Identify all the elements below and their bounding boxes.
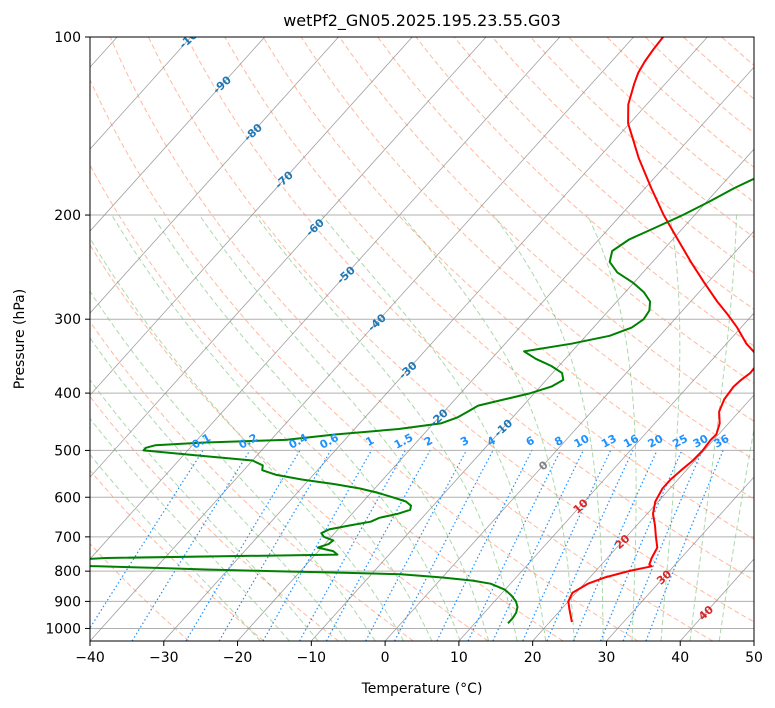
x-tick-label: 10 bbox=[450, 650, 468, 666]
dewpoint-profile bbox=[90, 177, 754, 624]
moist-adiabat bbox=[151, 214, 461, 641]
x-tick-label: 0 bbox=[381, 650, 390, 666]
dry-adiabat bbox=[90, 469, 265, 641]
isotherm-gridline bbox=[311, 148, 754, 641]
dry-adiabat bbox=[262, 37, 754, 500]
moist-adiabat bbox=[90, 417, 290, 641]
y-tick-label: 800 bbox=[54, 564, 81, 580]
mixing-ratio-line bbox=[436, 450, 533, 641]
mixing-ratio-line bbox=[645, 450, 724, 641]
y-tick-label: 300 bbox=[54, 312, 81, 328]
moist-adiabat bbox=[689, 214, 737, 641]
dry-adiabat bbox=[147, 37, 754, 623]
moist-adiabat bbox=[586, 214, 637, 641]
background-lines bbox=[90, 37, 754, 641]
moist-adiabat bbox=[401, 214, 575, 641]
mixing-ratio-line bbox=[546, 450, 634, 641]
dry-adiabat bbox=[453, 37, 754, 310]
moist-adiabat bbox=[111, 214, 433, 641]
mixing-ratio-line bbox=[90, 450, 204, 630]
x-tick-label: −20 bbox=[223, 650, 253, 666]
y-tick-label: 500 bbox=[54, 443, 81, 459]
mixing-ratio-label: 25 bbox=[670, 432, 690, 451]
x-tick-label: −40 bbox=[75, 650, 105, 666]
mixing-ratio-line bbox=[131, 450, 251, 641]
isotherm-gridline bbox=[90, 37, 266, 232]
x-axis-title: Temperature (°C) bbox=[361, 681, 483, 697]
x-tick-label: 40 bbox=[671, 650, 689, 666]
dry-adiabat bbox=[90, 78, 639, 641]
mixing-ratio-label: 10 bbox=[572, 432, 592, 451]
dry-adiabat bbox=[109, 37, 713, 641]
moist-adiabat bbox=[90, 453, 261, 641]
isotherm-gridline bbox=[90, 37, 561, 560]
mixing-ratio-label: 13 bbox=[599, 432, 619, 451]
moist-adiabat bbox=[254, 214, 518, 641]
y-tick-label: 700 bbox=[54, 530, 81, 546]
dry-adiabat bbox=[90, 163, 564, 641]
moist-adiabat bbox=[90, 337, 348, 641]
mixing-ratio-line bbox=[600, 450, 683, 641]
x-tick-label: 30 bbox=[598, 650, 616, 666]
y-tick-label: 900 bbox=[54, 594, 81, 610]
chart-title: wetPf2_GN05.2025.195.23.55.G03 bbox=[283, 11, 561, 31]
mixing-ratio-label: 30 bbox=[691, 432, 711, 451]
mixing-ratio-label: 36 bbox=[712, 432, 732, 451]
dry-adiabat bbox=[338, 37, 754, 422]
isotherm-gridline bbox=[90, 37, 634, 641]
x-tick-label: −30 bbox=[149, 650, 179, 666]
plot-frame bbox=[89, 36, 755, 642]
mixing-ratio-label: 20 bbox=[646, 432, 666, 451]
moist-adiabat bbox=[321, 214, 547, 641]
isotherm-gridline bbox=[90, 37, 192, 150]
y-tick-label: 400 bbox=[54, 386, 81, 402]
dry-adiabat bbox=[186, 37, 754, 581]
moist-adiabat bbox=[660, 214, 681, 641]
isotherm-gridline bbox=[163, 37, 708, 641]
y-axis-title: Pressure (hPa) bbox=[12, 289, 28, 389]
sounding-profiles bbox=[90, 37, 754, 624]
dry-adiabat bbox=[377, 37, 754, 384]
y-tick-label: 600 bbox=[54, 490, 81, 506]
moist-adiabat bbox=[90, 379, 319, 641]
mixing-ratio-label: 16 bbox=[621, 432, 641, 451]
x-tick-label: 50 bbox=[745, 650, 763, 666]
isotherm-gridline bbox=[237, 66, 754, 641]
y-tick-label: 200 bbox=[54, 208, 81, 224]
y-tick-label: 1000 bbox=[45, 621, 81, 637]
mixing-ratio-line bbox=[572, 450, 658, 641]
isotherm-gridline bbox=[90, 37, 487, 478]
moist-adiabat bbox=[198, 214, 490, 641]
mixing-ratio-line bbox=[622, 450, 703, 641]
moist-adiabat bbox=[90, 290, 376, 641]
isotherm-gridline bbox=[458, 312, 754, 641]
mixing-ratio-line bbox=[262, 450, 373, 641]
temperature-profile bbox=[567, 37, 754, 623]
mixing-ratio-line bbox=[325, 450, 431, 641]
isotherm-gridline bbox=[90, 37, 339, 314]
x-tick-label: 20 bbox=[524, 650, 542, 666]
axes: −40 −30 −20 −10 0 10 20 30 40 50 100 200 300 400 500 60… bbox=[45, 30, 763, 666]
isotherm-gridline bbox=[384, 230, 754, 641]
isotherm-gridline bbox=[606, 476, 754, 641]
x-tick-label: −10 bbox=[297, 650, 327, 666]
dry-adiabat bbox=[224, 37, 754, 540]
moist-adiabat bbox=[90, 237, 405, 641]
isotherm-gridline bbox=[532, 394, 754, 641]
plot-background bbox=[90, 37, 754, 641]
moist-adiabat bbox=[492, 214, 604, 641]
dry-adiabat bbox=[90, 244, 489, 641]
isotherm-gridline bbox=[90, 37, 413, 396]
y-tick-label: 100 bbox=[54, 30, 81, 46]
